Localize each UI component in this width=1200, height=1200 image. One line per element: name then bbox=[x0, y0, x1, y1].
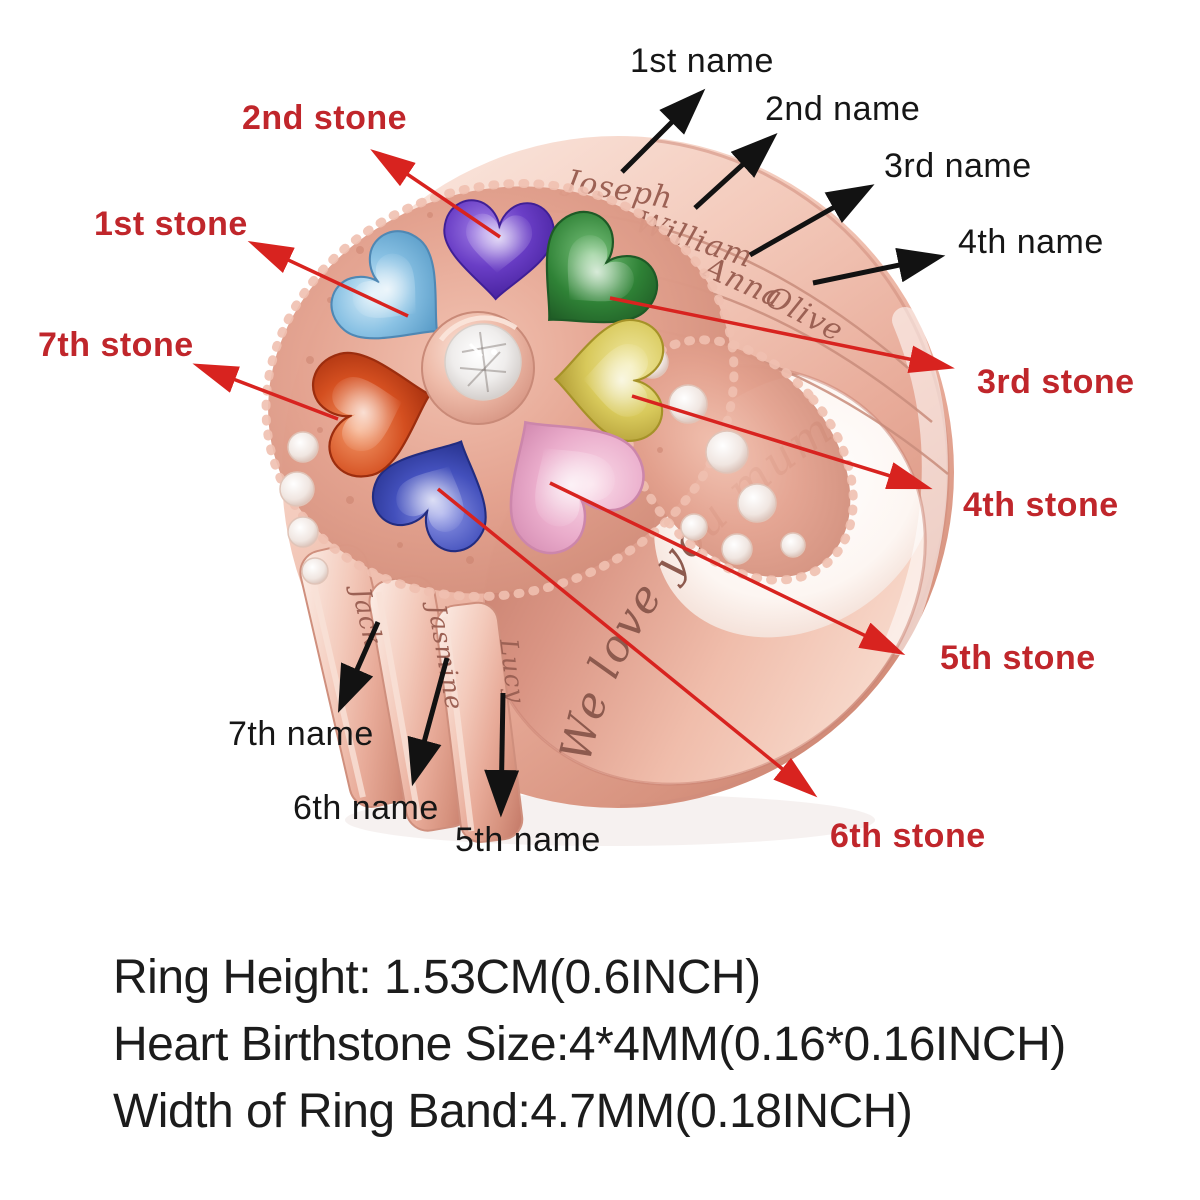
arrow-7th-stone bbox=[192, 363, 339, 421]
arrow-5th-stone bbox=[549, 481, 906, 656]
arrow-3rd-name bbox=[748, 184, 875, 258]
arrow-2nd-stone bbox=[370, 149, 501, 239]
arrow-1st-name bbox=[620, 88, 706, 174]
label-4th-stone: 4th stone bbox=[963, 486, 1119, 524]
label-7th-name: 7th name bbox=[228, 715, 374, 753]
size-specifications: Ring Height: 1.53CM(0.6INCH) Heart Birth… bbox=[113, 944, 1066, 1145]
label-1st-name: 1st name bbox=[630, 42, 774, 80]
arrow-1st-stone bbox=[247, 241, 409, 318]
spec-birthstone-size: Heart Birthstone Size:4*4MM(0.16*0.16INC… bbox=[113, 1018, 1066, 1071]
label-4th-name: 4th name bbox=[958, 223, 1104, 261]
spec-band-width: Width of Ring Band:4.7MM(0.18INCH) bbox=[113, 1085, 913, 1138]
spec-ring-height: Ring Height: 1.53CM(0.6INCH) bbox=[113, 951, 761, 1004]
arrow-6th-name bbox=[407, 657, 450, 787]
arrow-4th-stone bbox=[631, 394, 933, 490]
arrow-7th-name bbox=[337, 620, 381, 713]
arrow-5th-name bbox=[484, 692, 520, 818]
label-1st-stone: 1st stone bbox=[94, 205, 248, 243]
arrow-4th-name bbox=[812, 248, 946, 286]
name-arrows bbox=[337, 88, 946, 818]
label-2nd-name: 2nd name bbox=[765, 90, 921, 128]
label-7th-stone: 7th stone bbox=[38, 326, 194, 364]
label-5th-stone: 5th stone bbox=[940, 639, 1096, 677]
label-5th-name: 5th name bbox=[455, 821, 601, 859]
arrow-3rd-stone bbox=[609, 296, 955, 374]
center-bezel-stone bbox=[421, 311, 535, 425]
arrow-6th-stone bbox=[436, 487, 818, 798]
label-3rd-stone: 3rd stone bbox=[977, 363, 1135, 401]
label-2nd-stone: 2nd stone bbox=[242, 99, 408, 137]
label-6th-name: 6th name bbox=[293, 789, 439, 827]
arrow-2nd-name bbox=[693, 132, 778, 210]
label-6th-stone: 6th stone bbox=[830, 817, 986, 855]
stone-arrows bbox=[192, 149, 955, 798]
label-3rd-name: 3rd name bbox=[884, 147, 1032, 185]
